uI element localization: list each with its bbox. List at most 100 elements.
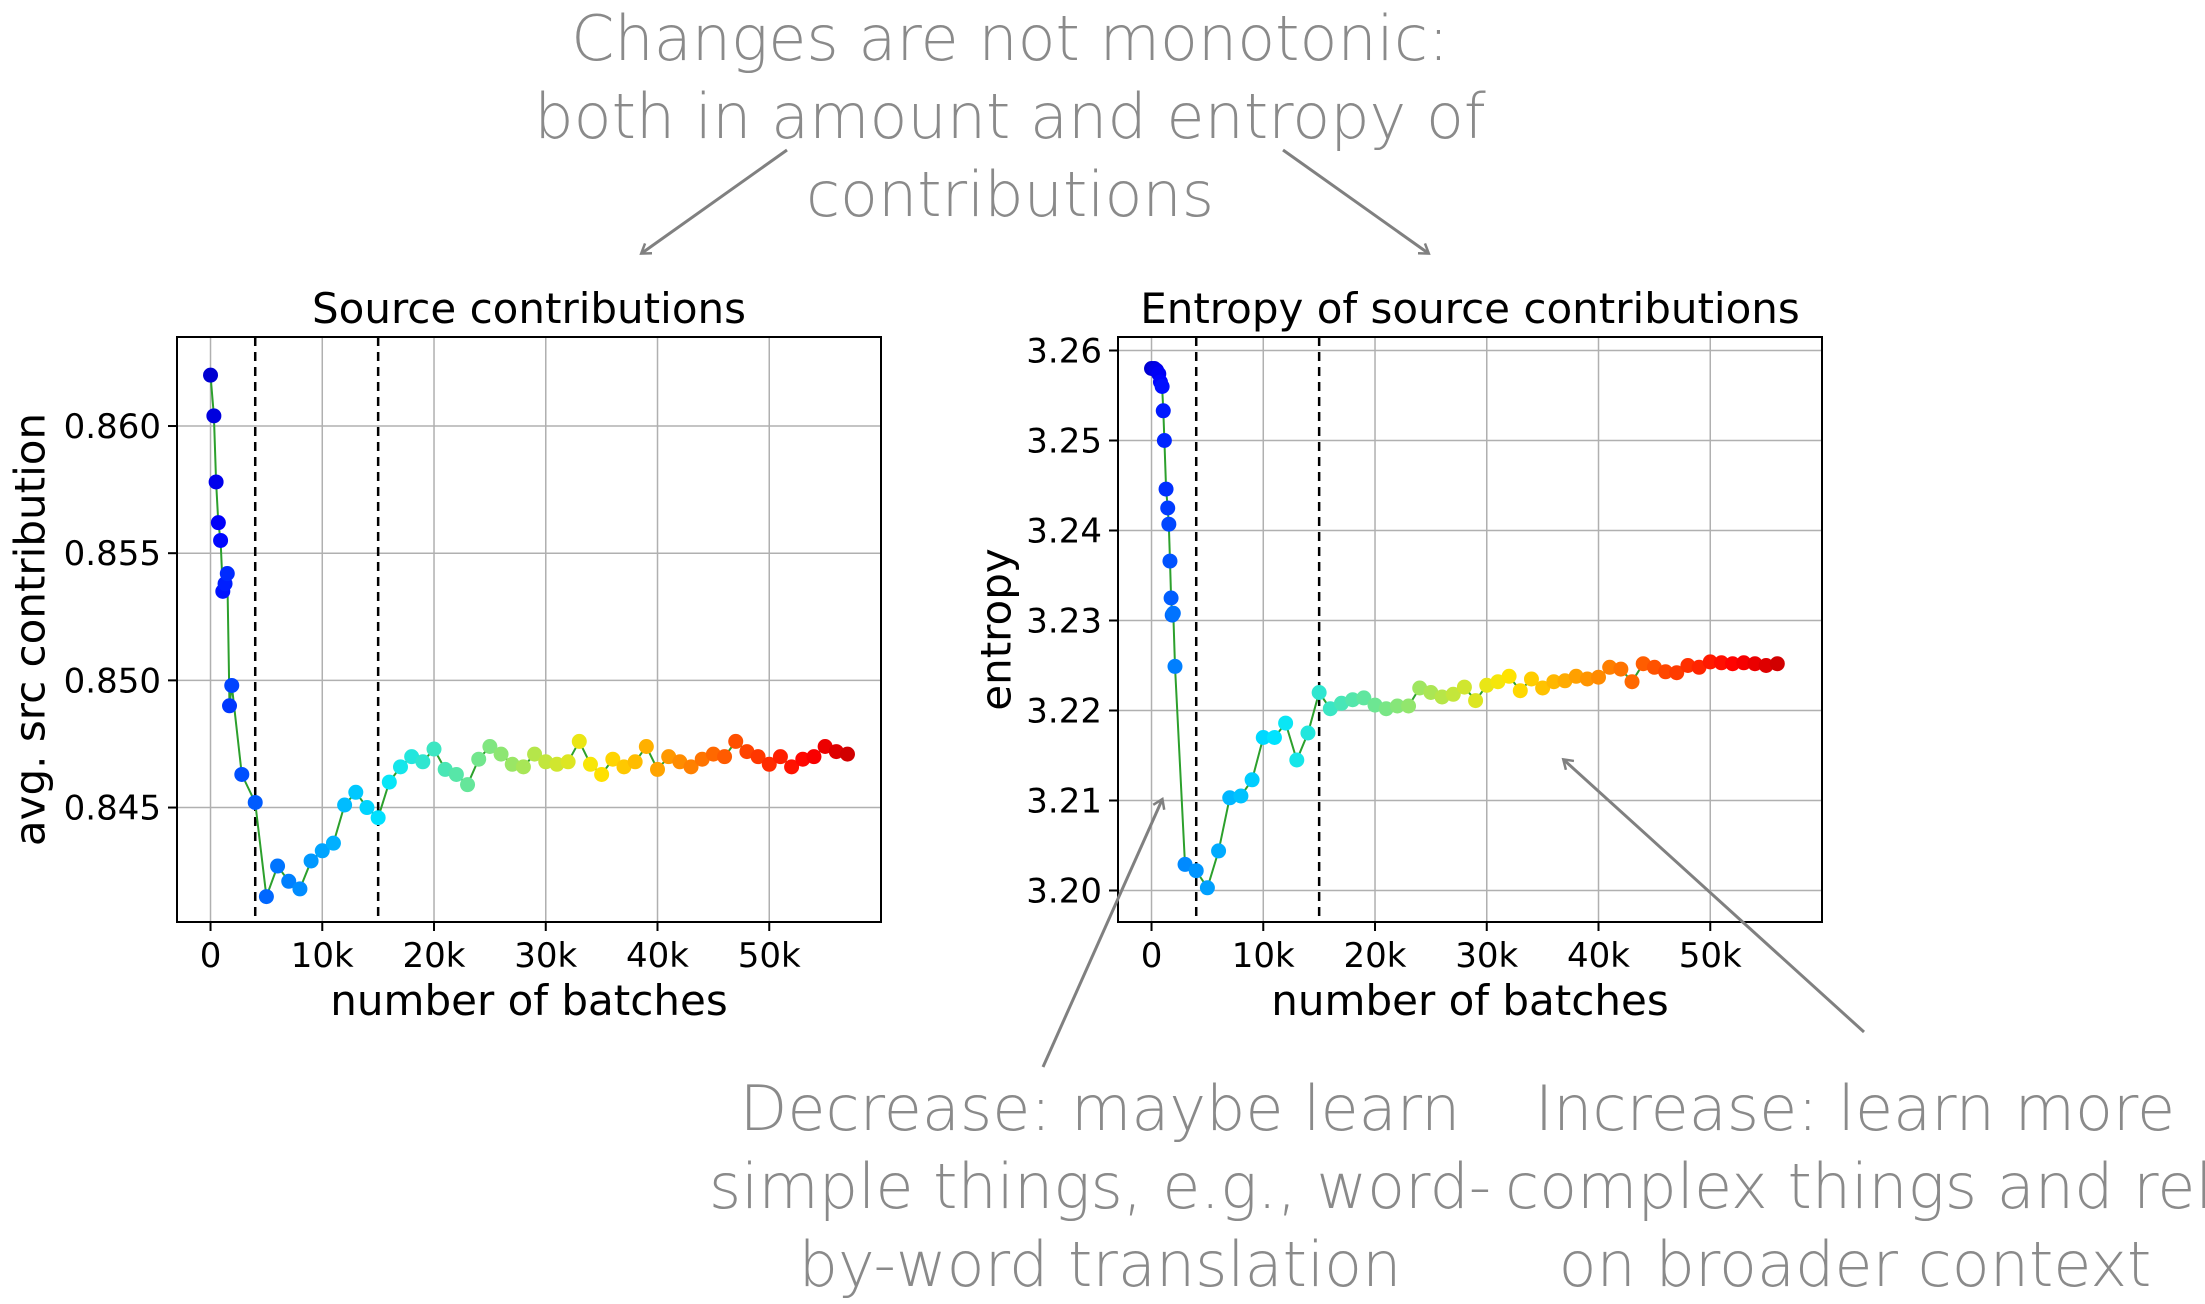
data-point xyxy=(728,733,744,749)
y-tick-label: 0.860 xyxy=(64,407,161,447)
chart-title: Source contributions xyxy=(312,284,746,333)
data-point xyxy=(1233,788,1249,804)
data-point xyxy=(1199,880,1215,896)
data-point xyxy=(1356,690,1372,706)
data-point xyxy=(694,751,710,767)
data-point xyxy=(1167,658,1183,674)
y-tick-label: 3.23 xyxy=(1026,602,1102,642)
data-point xyxy=(515,759,531,775)
data-point xyxy=(1163,590,1179,606)
data-point xyxy=(219,566,235,582)
y-tick-label: 3.20 xyxy=(1026,872,1102,912)
data-point xyxy=(1155,403,1171,419)
entropy-chart: 0 10k 20k 30k 40k 50k 3.20 3.21 3.22 3.23 3.24 3.25… xyxy=(972,284,1823,1025)
x-tick-label: 50k xyxy=(1679,936,1742,976)
arrow-to-left-chart xyxy=(642,148,788,253)
y-axis-label: avg. src contribution xyxy=(6,413,55,846)
annotation-top-line-1: Changes are not monotonic: xyxy=(571,2,1449,75)
data-point xyxy=(448,766,464,782)
series-line xyxy=(1151,367,1778,891)
data-point xyxy=(549,756,565,772)
data-point xyxy=(1456,679,1472,695)
annotation-bottom-left-line-2: simple things, e.g., word- xyxy=(708,1150,1492,1223)
data-point xyxy=(1591,669,1607,685)
annotation-bottom-left: Decrease: maybe learn simple things, e.g… xyxy=(700,1070,1500,1304)
annotation-bottom-left-line-1: Decrease: maybe learn xyxy=(739,1072,1461,1145)
x-tick-label: 20k xyxy=(403,936,466,976)
data-point xyxy=(672,754,688,770)
chart-title: Entropy of source contributions xyxy=(1140,284,1800,333)
annotation-top-line-3: contributions xyxy=(805,158,1215,231)
data-point xyxy=(1211,843,1227,859)
data-point xyxy=(303,853,319,869)
data-point xyxy=(1244,772,1260,788)
data-point xyxy=(482,739,498,754)
data-point xyxy=(1401,698,1417,714)
data-point xyxy=(571,733,587,749)
y-tick-label: 3.21 xyxy=(1026,782,1102,822)
x-tick-label: 10k xyxy=(291,936,354,976)
data-point xyxy=(1158,481,1174,497)
data-point xyxy=(1445,686,1461,702)
data-point xyxy=(839,746,855,762)
y-axis-label: entropy xyxy=(972,548,1021,710)
data-point xyxy=(750,749,766,765)
data-point xyxy=(817,739,833,754)
annotation-bottom-left-line-3: by-word translation xyxy=(798,1228,1402,1301)
data-point xyxy=(208,474,224,490)
data-point xyxy=(1535,680,1551,696)
data-point xyxy=(661,749,677,765)
arrow-to-decrease xyxy=(1041,800,1162,1068)
annotation-bottom-right-line-3: on broader context xyxy=(1558,1228,2152,1301)
data-point xyxy=(1278,715,1294,731)
data-point xyxy=(784,759,800,775)
data-point xyxy=(1713,655,1729,671)
y-tick-label: 3.26 xyxy=(1026,332,1102,372)
annotation-arrows xyxy=(642,148,1866,1068)
x-tick-label: 40k xyxy=(626,936,689,976)
data-point xyxy=(381,774,397,790)
data-point xyxy=(1669,665,1685,681)
data-point xyxy=(504,756,520,772)
series-line xyxy=(209,375,848,897)
data-point xyxy=(258,889,274,905)
x-tick-label: 30k xyxy=(514,936,577,976)
data-point xyxy=(1613,661,1629,677)
y-tick-label: 0.855 xyxy=(64,534,161,574)
x-tick-label: 30k xyxy=(1455,936,1518,976)
y-tick-label: 3.24 xyxy=(1026,512,1102,552)
data-point xyxy=(1725,656,1741,672)
data-point xyxy=(1156,433,1172,448)
data-point xyxy=(538,754,554,770)
x-tick-label: 20k xyxy=(1344,936,1407,976)
data-point xyxy=(616,759,632,775)
data-point xyxy=(206,408,222,424)
data-point xyxy=(1311,685,1327,700)
data-point xyxy=(1747,656,1763,672)
data-point xyxy=(1468,693,1484,709)
data-point xyxy=(370,810,386,826)
data-point xyxy=(1501,668,1517,684)
annotation-top: Changes are not monotonic: both in amoun… xyxy=(510,0,1510,234)
data-point xyxy=(627,754,643,770)
data-point xyxy=(213,532,229,548)
data-point xyxy=(1266,730,1282,745)
data-point xyxy=(270,858,286,874)
data-point xyxy=(1300,725,1316,741)
x-tick-label: 40k xyxy=(1567,936,1630,976)
data-point xyxy=(828,744,844,760)
data-point xyxy=(1602,659,1618,675)
data-point xyxy=(203,367,219,383)
data-point xyxy=(1289,752,1305,768)
data-point xyxy=(234,766,250,782)
plot-area-frame xyxy=(1117,336,1823,923)
data-point xyxy=(426,741,442,757)
data-point xyxy=(1658,664,1674,680)
data-point xyxy=(1222,790,1238,806)
data-point xyxy=(224,677,240,693)
data-point xyxy=(650,761,666,777)
annotation-bottom-right: Increase: learn more complex things and … xyxy=(1505,1070,2205,1304)
data-point xyxy=(638,739,654,754)
data-point xyxy=(527,746,543,762)
